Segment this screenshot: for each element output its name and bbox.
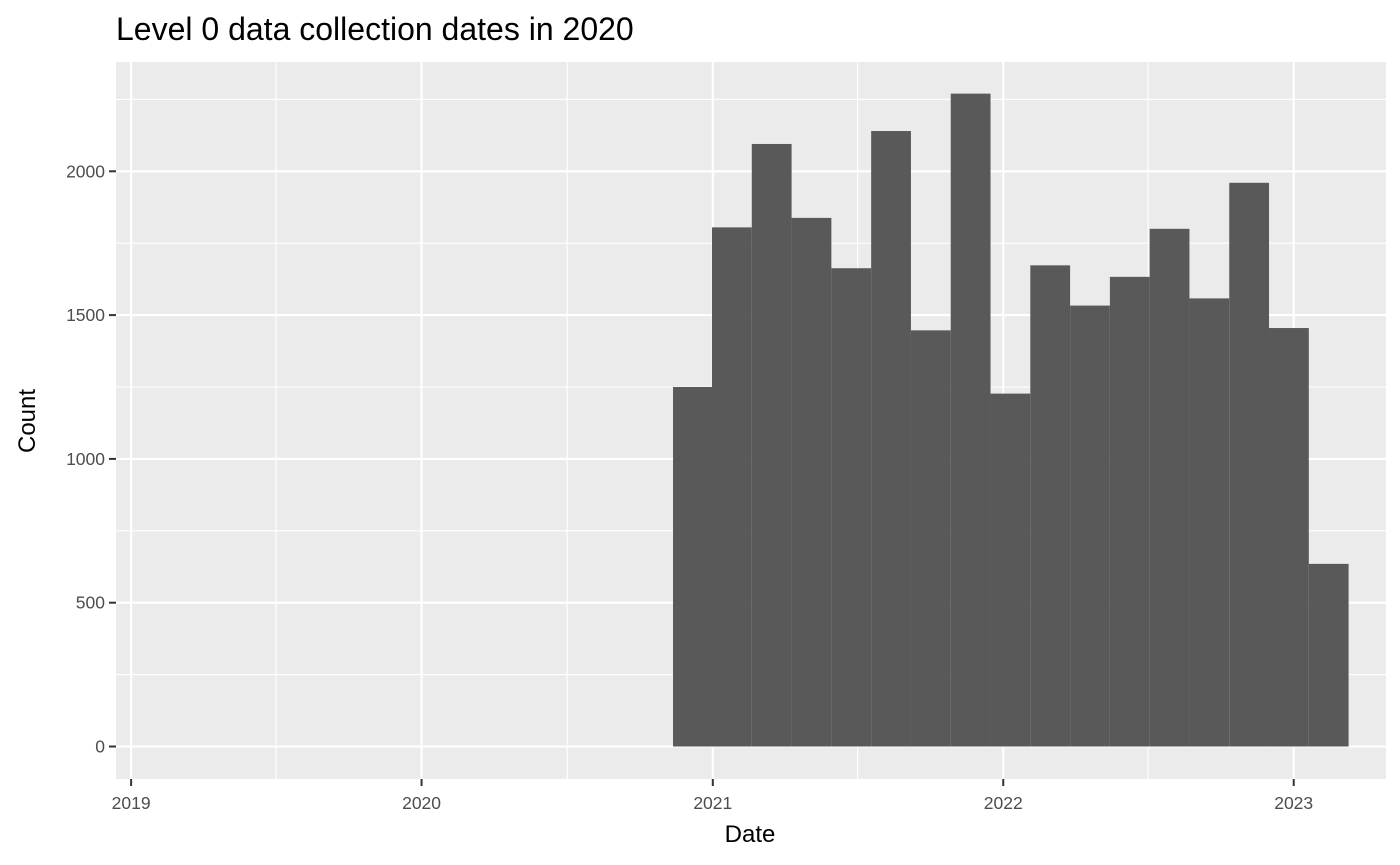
bars [673, 93, 1349, 747]
x-tick-label: 2019 [112, 793, 151, 813]
histogram-bar [1070, 305, 1110, 747]
histogram-bar [1229, 182, 1270, 747]
y-tick-label: 500 [76, 593, 105, 613]
histogram-bar [1109, 276, 1150, 747]
x-tick-label: 2020 [402, 793, 441, 813]
x-tick-label: 2021 [693, 793, 732, 813]
histogram-bar [831, 268, 872, 747]
y-tick-label: 1000 [66, 449, 105, 469]
y-axis-title: Count [14, 389, 41, 453]
x-axis-title: Date [725, 821, 776, 848]
histogram-bar [673, 386, 713, 747]
histogram-bar [871, 131, 911, 747]
x-tick-label: 2022 [984, 793, 1023, 813]
histogram-bar [990, 393, 1031, 747]
y-tick-label: 0 [95, 737, 105, 757]
histogram-bar [910, 330, 951, 747]
x-axis: 2019 2020 2021 2022 2023 [112, 779, 1313, 813]
y-axis: 0 500 1000 1500 2000 [66, 161, 116, 757]
y-tick-label: 2000 [66, 161, 105, 181]
histogram-bar [1189, 298, 1230, 747]
x-tick-label: 2023 [1274, 793, 1313, 813]
histogram-bar [712, 227, 752, 747]
histogram-bar [950, 93, 991, 747]
histogram-bar [1308, 563, 1349, 747]
histogram-bar [1269, 328, 1309, 747]
y-tick-label: 1500 [66, 305, 105, 325]
chart-title: Level 0 data collection dates in 2020 [116, 11, 634, 47]
histogram-bar [1030, 265, 1071, 747]
histogram-bar [1149, 228, 1190, 747]
histogram-bar [791, 217, 832, 747]
histogram-bar [751, 143, 792, 747]
